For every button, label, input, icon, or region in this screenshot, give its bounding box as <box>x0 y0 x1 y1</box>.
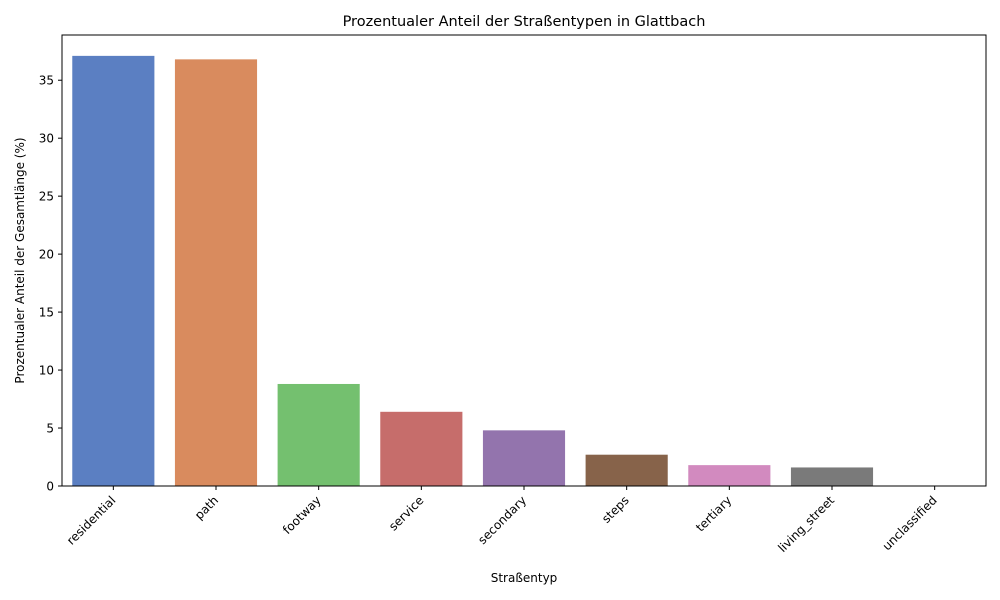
bar-service <box>380 411 463 486</box>
bar-footway <box>277 383 360 486</box>
x-tick-label: unclassified <box>880 493 940 553</box>
y-tick-label: 0 <box>46 480 54 494</box>
bar-steps <box>585 454 668 486</box>
y-tick-label: 20 <box>39 248 54 262</box>
chart-title: Prozentualer Anteil der Straßentypen in … <box>343 14 706 30</box>
y-tick-label: 30 <box>39 132 54 146</box>
x-tick-label: service <box>386 493 426 533</box>
x-axis: residential path footway service secondary st… <box>64 486 940 555</box>
bar-residential <box>72 55 155 487</box>
x-tick-label: residential <box>64 493 118 547</box>
x-tick-label: secondary <box>475 493 529 547</box>
y-tick-label: 10 <box>39 364 54 378</box>
bars-layer <box>72 55 874 487</box>
y-tick-label: 5 <box>46 422 54 436</box>
bar-living_street <box>790 467 874 486</box>
x-axis-label: Straßentyp <box>491 571 558 585</box>
x-tick-label: tertiary <box>693 493 734 534</box>
x-tick-label: steps <box>599 493 632 526</box>
x-tick-label: path <box>192 493 221 522</box>
y-axis-label: Prozentualer Anteil der Gesamtlänge (%) <box>13 137 27 383</box>
x-tick-label: living_street <box>775 493 837 555</box>
y-tick-label: 25 <box>39 190 54 204</box>
bar-secondary <box>482 430 566 486</box>
y-tick-label: 15 <box>39 306 54 320</box>
y-axis: 0 5 10 15 20 25 30 35 <box>39 74 62 494</box>
x-tick-label: footway <box>280 493 324 537</box>
y-tick-label: 35 <box>39 74 54 88</box>
bar-tertiary <box>688 465 771 486</box>
plot-frame <box>61 34 987 487</box>
bar-path <box>174 59 258 486</box>
